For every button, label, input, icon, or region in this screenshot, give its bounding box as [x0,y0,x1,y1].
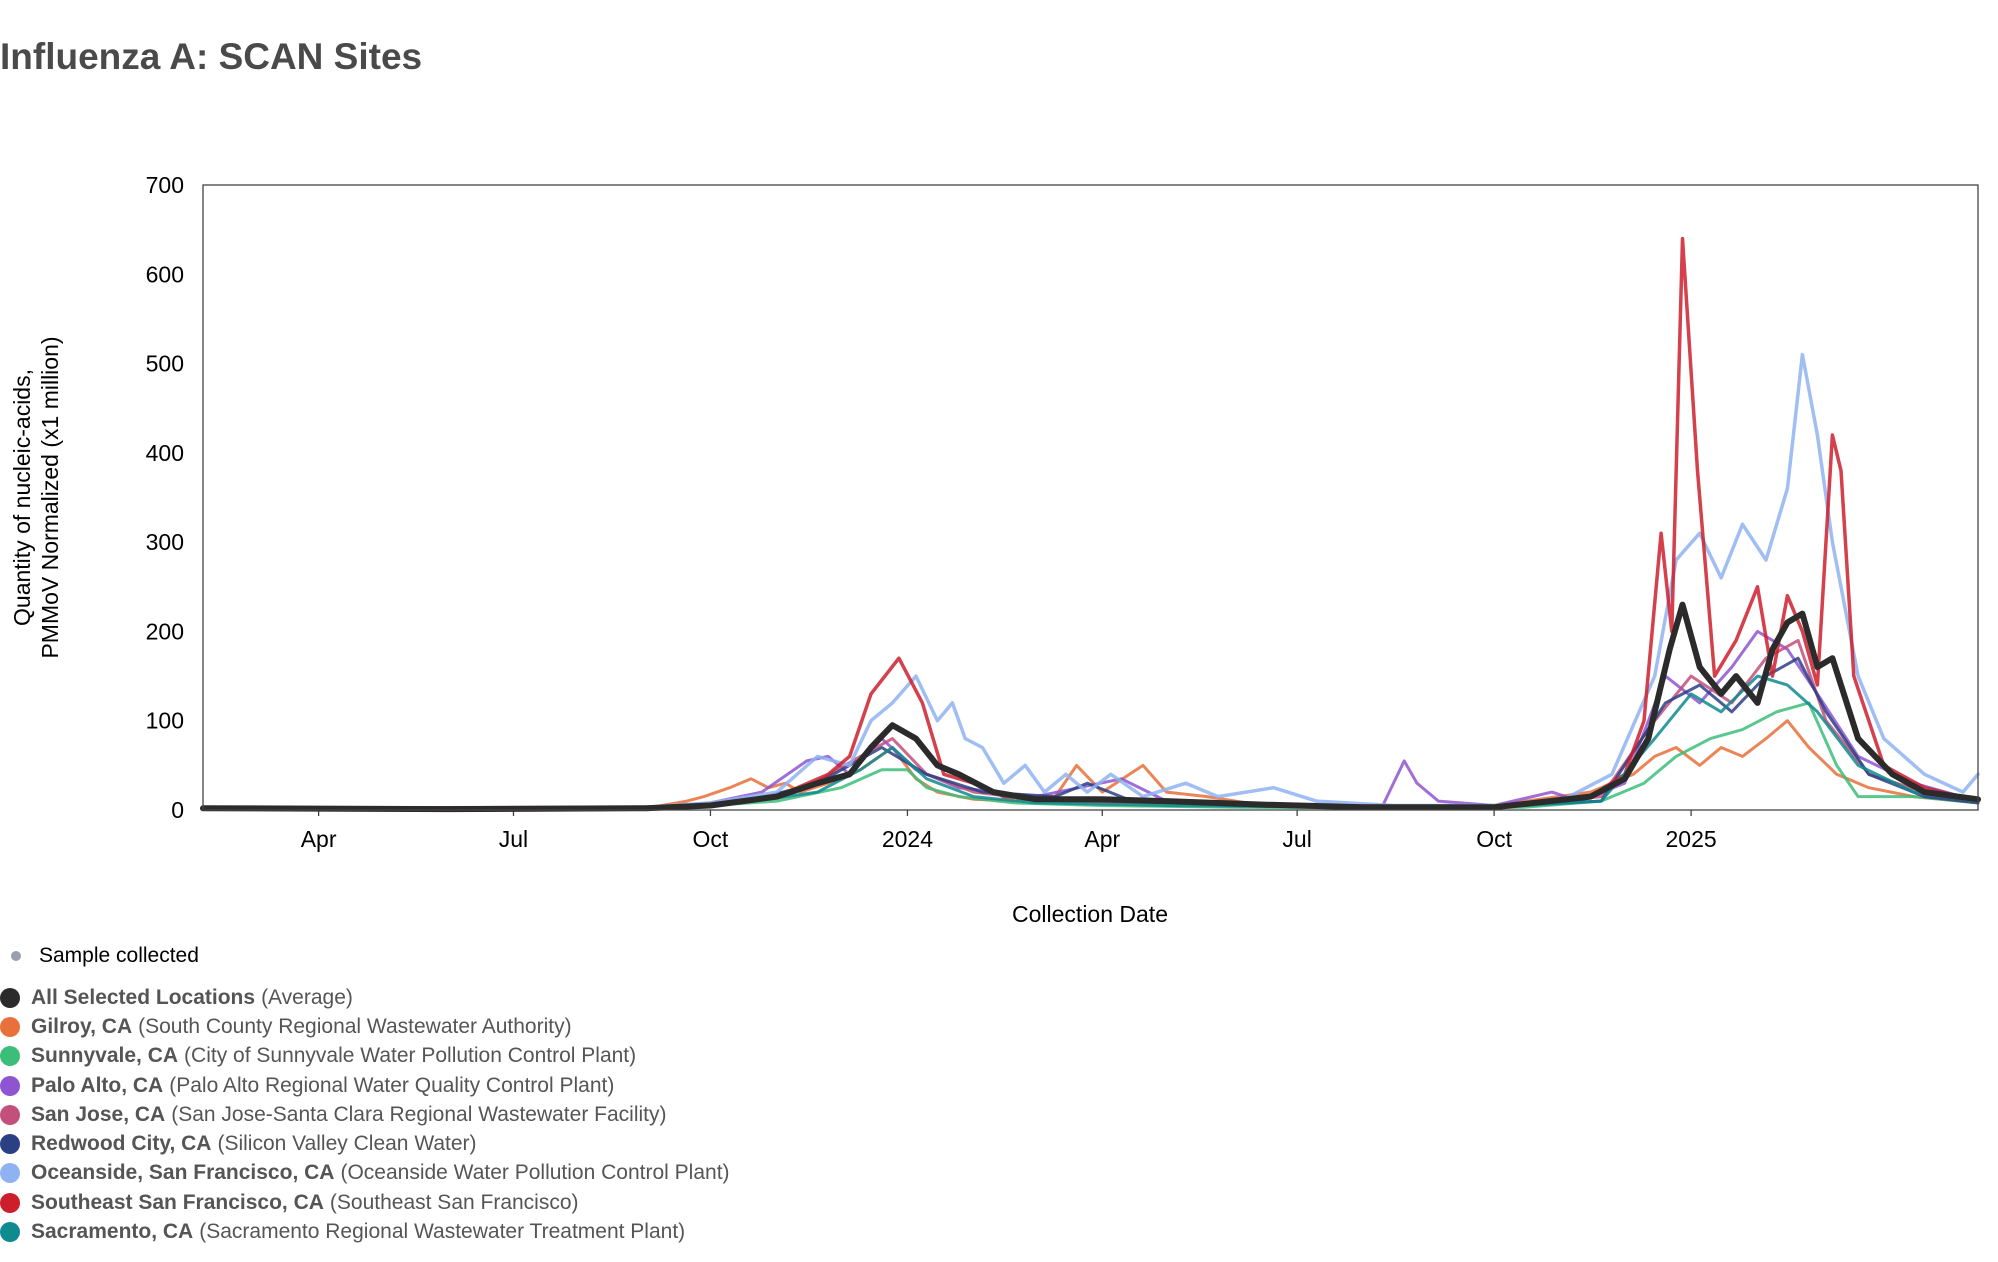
legend-item-description: (Southeast San Francisco) [329,1190,579,1214]
legend-item-name: San Jose, CA [31,1102,166,1126]
legend-sample-collected: Sample collected [0,941,730,971]
series-lines [200,236,1981,813]
x-tick-label: Apr [1084,826,1120,852]
x-tick-label: Jul [1282,826,1311,852]
y-tick-label: 200 [146,618,184,644]
legend-item[interactable]: San Jose, CA (San Jose-Santa Clara Region… [0,1100,730,1129]
legend-item-description: (City of Sunnyvale Water Pollution Contr… [184,1044,637,1068]
chart-area: 0 100 200 300 400 500 600 700 Apr Jul Oct 2024 Apr J… [9,172,1981,927]
legend-item[interactable]: Redwood City, CA (Silicon Valley Clean Wa… [0,1129,730,1158]
legend-item-name: Gilroy, CA [31,1014,133,1038]
y-axis: 0 100 200 300 400 500 600 700 [146,172,184,823]
legend-dot-icon [0,1104,20,1125]
y-tick-label: 0 [171,797,184,823]
x-tick-label: Apr [301,826,337,852]
legend-item-description: (Oceanside Water Pollution Control Plant… [340,1161,730,1185]
legend-item-name: Redwood City, CA [31,1132,212,1156]
series-line [201,629,1980,811]
x-axis-label: Collection Date [1012,901,1168,927]
legend-dot-icon [0,1016,20,1037]
legend-item-name: Sunnyvale, CA [31,1044,179,1068]
legend-item-description: (Silicon Valley Clean Water) [217,1132,477,1156]
series-line [201,352,1980,810]
legend-item-name: Southeast San Francisco, CA [31,1190,324,1214]
legend-item-description: (San Jose-Santa Clara Regional Wastewate… [171,1102,667,1126]
legend-item[interactable]: Gilroy, CA (South County Regional Wastewa… [0,1012,730,1041]
legend-item[interactable]: Palo Alto, CA (Palo Alto Regional Water Q… [0,1071,730,1100]
legend-item-name: Oceanside, San Francisco, CA [31,1161,335,1185]
sample-dot-icon [11,951,21,961]
series-line [201,719,1980,811]
legend-series-list: All Selected Locations (Average) Gilroy, C… [0,983,730,1247]
y-tick-label: 500 [146,351,184,377]
page-title: Influenza A: SCAN Sites [0,36,423,77]
y-tick-label: 100 [146,708,184,734]
y-tick-label: 300 [146,529,184,555]
legend-item-description: (South County Regional Wastewater Author… [138,1014,572,1038]
legend-dot-icon [0,987,20,1008]
legend-item[interactable]: Sacramento, CA (Sacramento Regional Waste… [0,1217,730,1246]
legend-item-name: Sacramento, CA [31,1220,194,1244]
legend-dot-icon [0,1046,20,1067]
legend-sample-label: Sample collected [39,944,199,967]
x-tick-label: 2024 [882,826,933,852]
legend-dot-icon [0,1222,20,1243]
legend-item-description: (Sacramento Regional Wastewater Treatmen… [199,1220,686,1244]
legend-item[interactable]: Sunnyvale, CA (City of Sunnyvale Water Po… [0,1042,730,1071]
legend-dot-icon [0,1163,20,1184]
y-tick-label: 400 [146,440,184,466]
legend-item-description: (Average) [261,985,353,1009]
series-line [201,236,1980,810]
legend-item-description: (Palo Alto Regional Water Quality Contro… [169,1073,615,1097]
y-axis-label-line-2: PMMoV Normalized (x1 million) [37,336,63,658]
legend-item[interactable]: Southeast San Francisco, CA (Southeast Sa… [0,1188,730,1217]
y-tick-label: 600 [146,261,184,287]
x-tick-label: Oct [693,826,729,852]
x-tick-label: 2025 [1666,826,1717,852]
legend-item[interactable]: Oceanside, San Francisco, CA (Oceanside W… [0,1159,730,1188]
plot-frame [202,184,1979,811]
x-tick-label: Jul [499,826,528,852]
x-axis: Apr Jul Oct 2024 Apr Jul Oct 2025 [301,810,1717,852]
legend-item-name: All Selected Locations [31,985,256,1009]
x-tick-label: Oct [1476,826,1512,852]
y-axis-label-line-1: Quantity of nucleic-acids, [9,369,35,626]
legend-item[interactable]: All Selected Locations (Average) [0,983,730,1012]
series-line [200,601,1981,813]
legend-dot-icon [0,1192,20,1213]
y-tick-label: 700 [146,172,184,198]
legend-item-name: Palo Alto, CA [31,1073,164,1097]
legend: Sample collected All Selected Locations(… [0,941,730,1247]
legend-dot-icon [0,1134,20,1155]
legend-dot-icon [0,1075,20,1096]
